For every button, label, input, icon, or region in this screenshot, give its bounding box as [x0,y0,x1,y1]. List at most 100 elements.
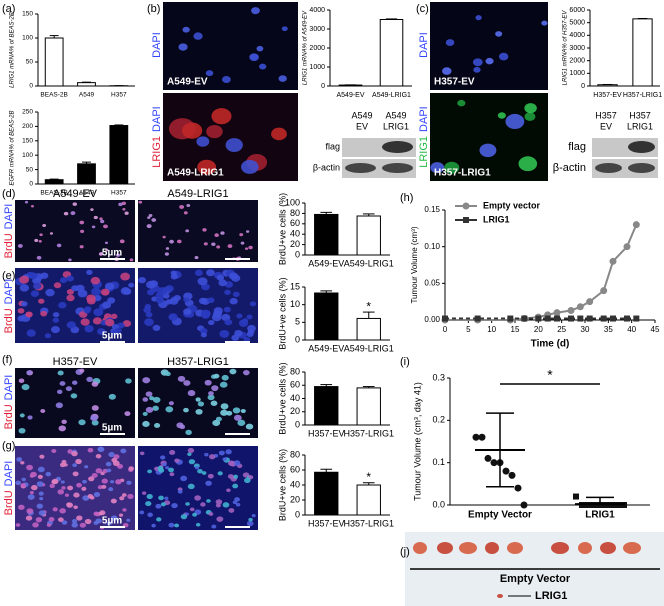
y-axis-label: Tumour Volume (cm³, day 41) [412,382,422,501]
cell [29,490,34,495]
cell [163,293,170,299]
y-axis-label: LRIG1 mRNA% of H357-EV [563,10,569,86]
panel-letter: (g) [2,440,15,452]
cell [192,512,198,517]
cell [66,321,76,329]
cell [227,244,233,249]
point [484,454,492,462]
tumour [497,594,503,598]
cell [20,461,25,465]
cell [152,324,161,331]
tumour [578,542,592,554]
y-tick-label: 0.00 [424,315,440,324]
y-tick-label: 60 [290,380,300,390]
cell [149,396,155,401]
cell [498,52,509,61]
cell [79,522,87,528]
cell [57,517,64,522]
y-axis-label: LRIG1 mRNA% of A549-EV [303,10,309,85]
cell [243,336,251,343]
point [573,493,579,500]
bar [356,484,381,516]
stain-label: LRIG1 [418,136,430,168]
cell [224,289,231,295]
tumour [413,542,427,554]
bar [77,82,96,87]
cell [164,252,169,256]
cell [52,507,58,512]
cell [122,508,127,512]
cell [207,394,215,401]
cell [39,454,45,459]
cell [120,448,127,454]
y-tick-label: 3000 [569,45,585,52]
y-tick-label: 1000 [309,64,325,71]
cell [38,510,46,516]
bar [632,18,653,87]
marker [442,315,448,322]
cell [63,211,69,216]
x-tick-label: A549-LRIG1 [372,92,411,99]
cell [128,282,135,288]
point [472,433,480,441]
y-tick-label: 4000 [569,32,585,39]
x-tick-label: A549-LRIG1 [344,258,394,268]
cell [183,407,189,413]
cell [105,248,109,252]
cell [185,429,192,436]
cell [178,43,188,51]
cell [149,280,159,288]
cell [99,217,103,221]
cell [248,475,254,480]
cell [168,467,174,473]
cell [495,31,503,37]
cell [56,243,62,248]
cell [472,58,483,67]
images [15,2,664,606]
cell [80,318,90,326]
cell [37,474,43,479]
cell [208,391,214,396]
x-tick-label: H357 [111,92,127,99]
x-tick-label: 35 [604,325,613,334]
cell [126,480,132,485]
micrograph [138,446,258,530]
cell [228,460,235,466]
point [478,433,486,441]
y-tick-label: 2000 [569,58,585,65]
cell [66,502,72,507]
cell [211,524,217,529]
y-tick-label: 3000 [309,26,325,33]
cell [202,228,207,232]
y-tick-label: 150 [22,138,33,145]
panel-letter: (a) [2,3,15,15]
bar [44,179,64,185]
lane-label: A549 [385,110,406,120]
cell [211,242,216,246]
micrograph [15,200,135,262]
cell [200,502,206,507]
legend-marker [463,217,469,223]
cell [216,274,225,281]
cell [168,522,175,528]
cell [241,318,249,324]
stain-label: BrdU [3,233,15,258]
cell [202,311,210,318]
cell [25,515,33,521]
cell [37,466,45,473]
bar [314,471,339,516]
cell [142,411,148,416]
cell [20,483,26,488]
cell [72,202,78,206]
cell [214,233,219,237]
x-tick-label: 20 [534,325,543,334]
cell [152,405,159,411]
cell [233,460,241,466]
y-tick-label: 0 [581,83,585,90]
marker [600,315,607,322]
cell [88,476,95,482]
cell [147,512,153,518]
y-tick-label: 0.3 [432,372,445,382]
cell [245,423,254,430]
cell [240,241,245,245]
